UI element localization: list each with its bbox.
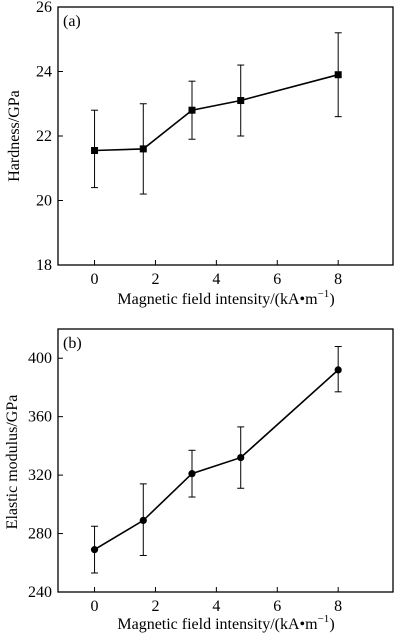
x-axis-label: Magnetic field intensity/(kA•m−1) xyxy=(117,613,334,633)
x-tick-label: 8 xyxy=(334,271,342,288)
data-point xyxy=(91,147,99,155)
x-tick-label: 8 xyxy=(334,598,342,615)
chart-marks: 0 2 4 6 8 240 280 320 360 400 xyxy=(28,346,342,615)
y-tick-label: 20 xyxy=(36,193,52,210)
y-tick-label: 360 xyxy=(28,409,52,426)
plot-frame xyxy=(57,6,394,266)
data-point xyxy=(237,97,245,105)
y-tick-label: 280 xyxy=(28,526,52,543)
data-point xyxy=(188,106,196,114)
panel-label: (b) xyxy=(63,335,82,352)
data-point xyxy=(334,366,342,374)
x-tick-label: 2 xyxy=(151,271,159,288)
y-tick-label: 18 xyxy=(36,257,52,274)
x-tick-label: 4 xyxy=(212,598,220,615)
y-axis-label: Elastic modulus/GPa xyxy=(4,395,21,530)
x-tick-label: 2 xyxy=(151,598,159,615)
x-tick-label: 4 xyxy=(212,271,220,288)
y-tick-label: 26 xyxy=(36,0,52,16)
x-tick-label: 6 xyxy=(273,271,281,288)
y-axis-label: Hardness/GPa xyxy=(6,90,23,182)
x-axis-label-suffix: ) xyxy=(329,616,334,633)
panel-label: (a) xyxy=(63,13,81,30)
data-point xyxy=(237,453,245,462)
data-point xyxy=(139,516,147,525)
x-tick-label: 0 xyxy=(91,271,99,288)
y-tick-label: 24 xyxy=(36,64,52,81)
data-point xyxy=(139,145,147,153)
y-tick-label: 240 xyxy=(28,584,52,601)
data-point xyxy=(90,546,99,554)
y-tick-label: 320 xyxy=(28,467,52,484)
x-axis-label-suffix: ) xyxy=(329,291,334,308)
y-tick-label: 400 xyxy=(28,350,52,367)
plot-frame xyxy=(57,328,394,593)
x-axis-label-exponent: −1 xyxy=(318,613,330,625)
x-axis-label: Magnetic field intensity/(kA•m−1) xyxy=(117,288,334,308)
data-point xyxy=(188,470,196,478)
data-point xyxy=(334,71,342,79)
x-tick-label: 0 xyxy=(91,598,99,615)
x-axis-label-exponent: −1 xyxy=(318,288,330,300)
elastic-modulus-chart: (b) 0 2 4 6 8 240 280 320 360 400 Magnetic field … xyxy=(4,328,394,633)
x-tick-label: 6 xyxy=(273,598,281,615)
series-line xyxy=(94,73,339,152)
series-line xyxy=(94,369,339,551)
y-tick-label: 22 xyxy=(36,128,52,145)
